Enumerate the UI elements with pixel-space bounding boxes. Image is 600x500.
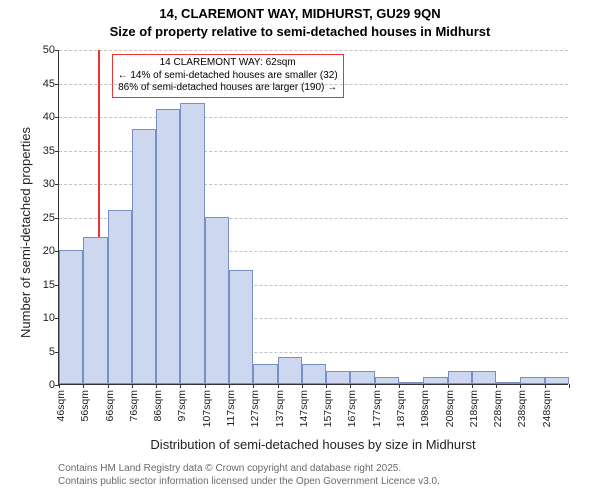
histogram-bar xyxy=(108,210,132,384)
xtick-label: 127sqm xyxy=(249,384,261,427)
xtick-label: 117sqm xyxy=(225,384,237,427)
ytick-label: 20 xyxy=(43,245,59,257)
gridline xyxy=(59,50,568,51)
histogram-bar xyxy=(83,237,107,384)
ytick-label: 30 xyxy=(43,178,59,190)
chart-title-line2: Size of property relative to semi-detach… xyxy=(0,24,600,39)
histogram-bar xyxy=(302,364,326,384)
y-axis-label: Number of semi-detached properties xyxy=(18,127,33,338)
footer: Contains HM Land Registry data © Crown c… xyxy=(58,463,440,488)
xtick-label: 157sqm xyxy=(322,384,334,427)
xtick-label: 147sqm xyxy=(298,384,310,427)
gridline xyxy=(59,84,568,85)
histogram-bar xyxy=(545,377,569,384)
xtick-label: 167sqm xyxy=(346,384,358,427)
figure: 14, CLAREMONT WAY, MIDHURST, GU29 9QN Si… xyxy=(0,0,600,500)
xtick-label: 228sqm xyxy=(492,384,504,427)
histogram-bar xyxy=(375,377,399,384)
xtick-label: 107sqm xyxy=(201,384,213,427)
xtick-label: 187sqm xyxy=(395,384,407,427)
xtick-label: 198sqm xyxy=(419,384,431,427)
chart-title-line1: 14, CLAREMONT WAY, MIDHURST, GU29 9QN xyxy=(0,6,600,21)
xtick-label: 97sqm xyxy=(176,384,188,422)
xtick-label: 66sqm xyxy=(104,384,116,422)
ytick-label: 5 xyxy=(49,346,59,358)
xtick-mark xyxy=(569,384,570,388)
histogram-bar xyxy=(448,371,472,384)
footer-line-2: Contains public sector information licen… xyxy=(58,476,440,489)
histogram-bar xyxy=(278,357,302,384)
histogram-bar xyxy=(229,270,253,384)
ytick-label: 25 xyxy=(43,212,59,224)
xtick-label: 248sqm xyxy=(541,384,553,427)
histogram-bar xyxy=(350,371,374,384)
histogram-bar xyxy=(326,371,350,384)
annotation-box: 14 CLAREMONT WAY: 62sqm ← 14% of semi-de… xyxy=(112,54,344,98)
histogram-bar xyxy=(180,103,204,384)
xtick-label: 56sqm xyxy=(79,384,91,422)
ytick-label: 50 xyxy=(43,44,59,56)
xtick-label: 137sqm xyxy=(274,384,286,427)
xtick-label: 208sqm xyxy=(444,384,456,427)
x-axis-label: Distribution of semi-detached houses by … xyxy=(58,437,568,452)
xtick-label: 218sqm xyxy=(468,384,480,427)
histogram-bar xyxy=(132,129,156,384)
histogram-bar xyxy=(472,371,496,384)
footer-line-1: Contains HM Land Registry data © Crown c… xyxy=(58,463,440,476)
xtick-label: 86sqm xyxy=(152,384,164,422)
histogram-bar xyxy=(520,377,544,384)
ytick-label: 15 xyxy=(43,279,59,291)
ytick-label: 35 xyxy=(43,145,59,157)
xtick-label: 238sqm xyxy=(516,384,528,427)
ytick-label: 40 xyxy=(43,111,59,123)
histogram-bar xyxy=(59,250,83,384)
xtick-label: 76sqm xyxy=(128,384,140,422)
histogram-bar xyxy=(423,377,447,384)
gridline xyxy=(59,117,568,118)
histogram-bar xyxy=(253,364,277,384)
ytick-label: 10 xyxy=(43,312,59,324)
xtick-label: 46sqm xyxy=(55,384,67,422)
xtick-label: 177sqm xyxy=(371,384,383,427)
annotation-line-2: ← 14% of semi-detached houses are smalle… xyxy=(118,70,338,83)
histogram-bar xyxy=(205,217,229,385)
annotation-line-1: 14 CLAREMONT WAY: 62sqm xyxy=(118,57,338,70)
plot-area: 14 CLAREMONT WAY: 62sqm ← 14% of semi-de… xyxy=(58,50,568,385)
ytick-label: 45 xyxy=(43,78,59,90)
histogram-bar xyxy=(156,109,180,384)
